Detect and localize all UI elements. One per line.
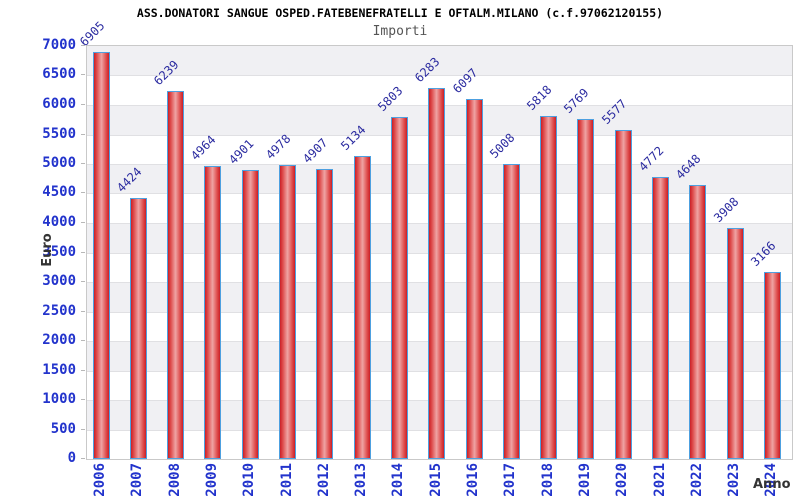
y-tick-mark: [81, 134, 85, 135]
x-tick-label: 2018: [540, 463, 556, 497]
y-tick-label: 2000: [42, 332, 76, 348]
plot-band: [87, 46, 792, 76]
bar: [503, 164, 520, 459]
y-tick-mark: [81, 340, 85, 341]
y-tick-mark: [81, 104, 85, 105]
x-tick-label: 2022: [689, 463, 705, 497]
plot-area: 6905 4424 6239 4964 4901 4978 4907 5134 5803 6283…: [77, 19, 793, 460]
y-tick-label: 1000: [42, 391, 76, 407]
x-axis-title: Anno: [753, 477, 791, 492]
y-tick-mark: [81, 222, 85, 223]
y-tick-label: 500: [50, 421, 76, 437]
x-tick-label: 2021: [652, 463, 668, 497]
y-tick-label: 2500: [42, 303, 76, 319]
bar: [204, 166, 221, 459]
bar: [764, 272, 781, 459]
bar: [727, 228, 744, 459]
y-tick-mark: [81, 429, 85, 430]
bar: [466, 99, 483, 459]
y-tick-label: 5000: [42, 155, 76, 171]
bar: [689, 185, 706, 459]
chart-title: ASS.DONATORI SANGUE OSPED.FATEBENEFRATEL…: [136, 6, 664, 20]
y-tick-label: 1500: [42, 362, 76, 378]
x-tick-label: 2017: [502, 463, 518, 497]
y-tick-label: 6500: [42, 66, 76, 82]
y-tick-label: 5500: [42, 126, 76, 142]
x-tick-label: 2015: [428, 463, 444, 497]
bar: [93, 52, 110, 459]
y-tick-mark: [81, 45, 85, 46]
y-axis-title: Euro: [40, 233, 55, 267]
y-tick-mark: [81, 399, 85, 400]
x-tick-label: 2013: [353, 463, 369, 497]
y-tick-label: 0: [67, 450, 76, 466]
y-tick-mark: [81, 370, 85, 371]
bar: [130, 198, 147, 459]
x-tick-label: 2006: [92, 463, 108, 497]
y-tick-label: 7000: [42, 37, 76, 53]
y-tick-mark: [81, 74, 85, 75]
y-tick-label: 4000: [42, 214, 76, 230]
y-tick-mark: [81, 163, 85, 164]
x-tick-label: 2010: [241, 463, 257, 497]
bar: [279, 165, 296, 459]
chart-subtitle: Importi: [372, 24, 428, 39]
bar: [615, 130, 632, 459]
bar: [167, 91, 184, 459]
x-tick-label: 2011: [279, 463, 295, 497]
y-tick-mark: [81, 281, 85, 282]
x-tick-label: 2008: [167, 463, 183, 497]
bar: [391, 117, 408, 459]
x-tick-label: 2020: [614, 463, 630, 497]
bar: [577, 119, 594, 459]
gridline: [87, 75, 792, 76]
x-tick-label: 2023: [726, 463, 742, 497]
y-tick-label: 4500: [42, 184, 76, 200]
y-tick-mark: [81, 252, 85, 253]
x-tick-label: 2009: [204, 463, 220, 497]
bar: [540, 116, 557, 459]
y-tick-mark: [81, 192, 85, 193]
x-tick-label: 2007: [129, 463, 145, 497]
y-tick-label: 3000: [42, 273, 76, 289]
x-tick-label: 2014: [390, 463, 406, 497]
bar: [428, 88, 445, 459]
y-tick-label: 3500: [42, 244, 76, 260]
bar: [316, 169, 333, 459]
x-tick-label: 2016: [465, 463, 481, 497]
y-tick-label: 6000: [42, 96, 76, 112]
bar: [242, 170, 259, 459]
bar: [354, 156, 371, 459]
y-tick-mark: [81, 458, 85, 459]
x-tick-label: 2012: [316, 463, 332, 497]
y-tick-mark: [81, 311, 85, 312]
bar: [652, 177, 669, 459]
x-tick-label: 2019: [577, 463, 593, 497]
